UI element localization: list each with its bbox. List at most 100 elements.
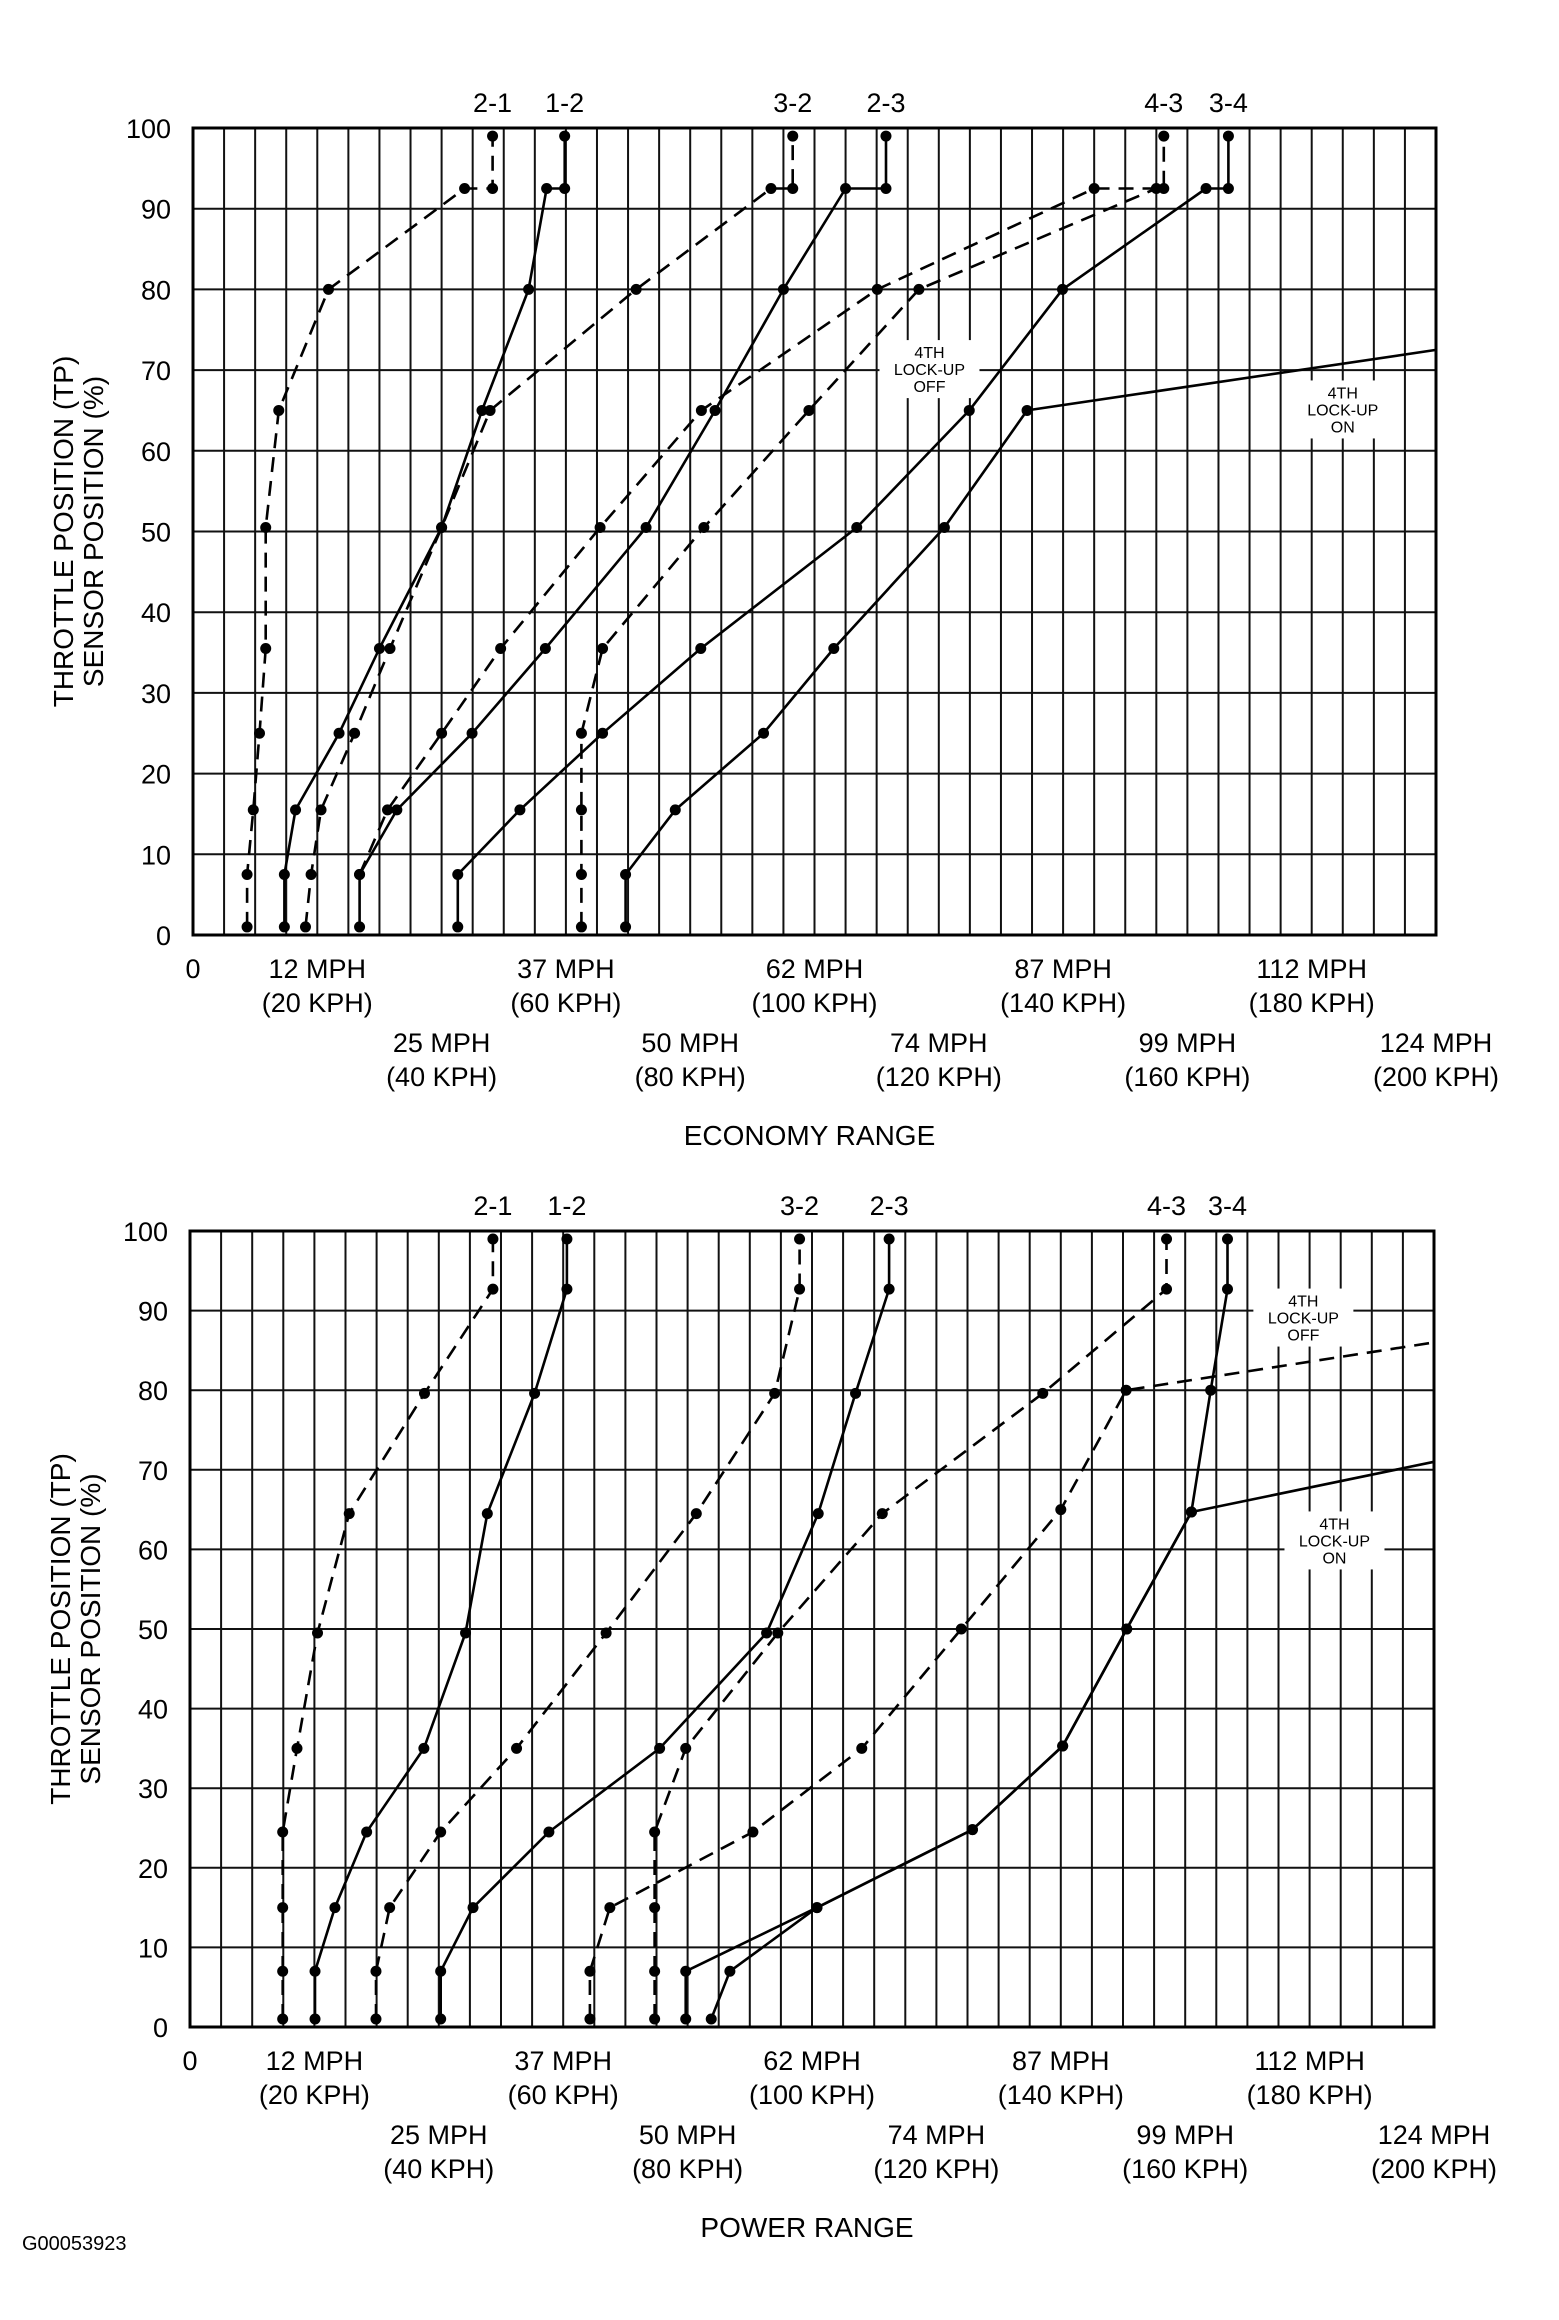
annotation-text: LOCK-UP	[1307, 402, 1378, 419]
series-3-2	[370, 1233, 806, 2025]
data-point	[794, 1283, 806, 1295]
y-axis-title-line: SENSOR POSITION (%)	[75, 1473, 106, 1784]
series-2-1	[241, 130, 499, 933]
x-tick-label-mph: 0	[182, 2046, 197, 2076]
data-point	[487, 130, 499, 142]
x-tick-label-mph: 112 MPH	[1254, 2046, 1365, 2076]
x-tick-label-kph: (100 KPH)	[751, 988, 877, 1018]
data-point	[370, 1965, 382, 1977]
x-tick-label-kph: (60 KPH)	[508, 2080, 619, 2110]
data-point	[724, 1965, 736, 1977]
chart-title: ECONOMY RANGE	[684, 1120, 936, 1151]
data-point	[880, 130, 892, 142]
x-tick-label-kph: (60 KPH)	[510, 988, 621, 1018]
data-point	[654, 1742, 666, 1754]
data-point	[529, 1387, 541, 1399]
y-axis-title-line: THROTTLE POSITION (TP)	[48, 356, 79, 708]
y-tick-label: 60	[138, 1535, 168, 1565]
data-point	[452, 868, 464, 880]
data-point	[278, 868, 290, 880]
data-point	[584, 1965, 596, 1977]
shift-label: 3-2	[780, 1191, 819, 1221]
data-point	[309, 1965, 321, 1977]
data-point	[418, 1387, 430, 1399]
y-tick-label: 30	[138, 1774, 168, 1804]
x-tick-label-kph: (40 KPH)	[383, 2154, 494, 2184]
x-tick-label-mph: 124 MPH	[1380, 1028, 1493, 1058]
annotation-text: LOCK-UP	[894, 362, 965, 379]
data-point	[354, 921, 366, 933]
data-point	[487, 1283, 499, 1295]
data-point	[333, 727, 345, 739]
data-point	[787, 183, 799, 195]
data-point	[620, 921, 632, 933]
annotation-text: 4TH	[1288, 1294, 1318, 1311]
data-point	[539, 643, 551, 655]
data-point	[559, 183, 571, 195]
data-point	[698, 521, 710, 533]
data-point	[435, 2013, 447, 2025]
annotation-background	[879, 340, 980, 399]
data-point	[1150, 183, 1162, 195]
data-point	[277, 1902, 289, 1914]
shift-label: 2-3	[866, 88, 905, 118]
data-point	[329, 1902, 341, 1914]
x-tick-label-kph: (40 KPH)	[386, 1062, 497, 1092]
x-tick-label-kph: (80 KPH)	[632, 2154, 743, 2184]
data-point	[828, 643, 840, 655]
x-tick-label-mph: 74 MPH	[888, 2120, 986, 2150]
data-point	[597, 727, 609, 739]
x-tick-label-mph: 112 MPH	[1256, 954, 1367, 984]
y-tick-label: 80	[141, 275, 171, 305]
data-point	[680, 2013, 692, 2025]
data-point	[278, 921, 290, 933]
data-point	[594, 521, 606, 533]
annotation-text: 4TH	[1319, 1516, 1349, 1533]
data-point	[640, 521, 652, 533]
x-tick-label-mph: 87 MPH	[1012, 2046, 1110, 2076]
data-point	[963, 404, 975, 416]
series-line	[588, 1341, 1435, 2019]
data-point	[1200, 183, 1212, 195]
data-point	[1120, 1384, 1132, 1396]
data-point	[777, 283, 789, 295]
data-point	[772, 1627, 784, 1639]
data-point	[1185, 1506, 1197, 1518]
series-line	[358, 136, 1166, 876]
y-tick-label: 40	[138, 1695, 168, 1725]
data-point	[315, 804, 327, 816]
data-point	[913, 283, 925, 295]
y-axis-title: THROTTLE POSITION (TP) SENSOR POSITION (%…	[45, 1453, 106, 1805]
y-axis-title: THROTTLE POSITION (TP) SENSOR POSITION (%…	[48, 356, 109, 708]
data-point	[382, 804, 394, 816]
data-point	[277, 1965, 289, 1977]
data-point	[1037, 1387, 1049, 1399]
annotation-text: 4TH	[914, 345, 944, 362]
annotation-text: LOCK-UP	[1268, 1311, 1339, 1328]
shift-label: 2-1	[473, 88, 512, 118]
x-tick-label-kph: (180 KPH)	[1247, 2080, 1373, 2110]
data-point	[584, 2013, 596, 2025]
shift-label: 4-3	[1144, 88, 1183, 118]
x-tick-label-kph: (140 KPH)	[998, 2080, 1124, 2110]
series-2-1	[277, 1233, 499, 2025]
x-tick-label-mph: 37 MPH	[514, 2046, 612, 2076]
data-point	[476, 404, 488, 416]
series-4-3	[649, 1233, 1173, 2025]
y-tick-label: 50	[141, 518, 171, 548]
y-tick-label: 80	[138, 1376, 168, 1406]
data-point	[523, 283, 535, 295]
x-tick-label-kph: (80 KPH)	[635, 1062, 746, 1092]
data-point	[241, 921, 253, 933]
data-point	[435, 1965, 447, 1977]
y-tick-label: 70	[141, 356, 171, 386]
data-point	[680, 1742, 692, 1754]
data-point	[373, 643, 385, 655]
series-line	[304, 136, 794, 928]
data-point	[541, 183, 553, 195]
data-point	[575, 868, 587, 880]
series-line	[580, 187, 1157, 927]
data-point	[487, 183, 499, 195]
data-point	[452, 921, 464, 933]
